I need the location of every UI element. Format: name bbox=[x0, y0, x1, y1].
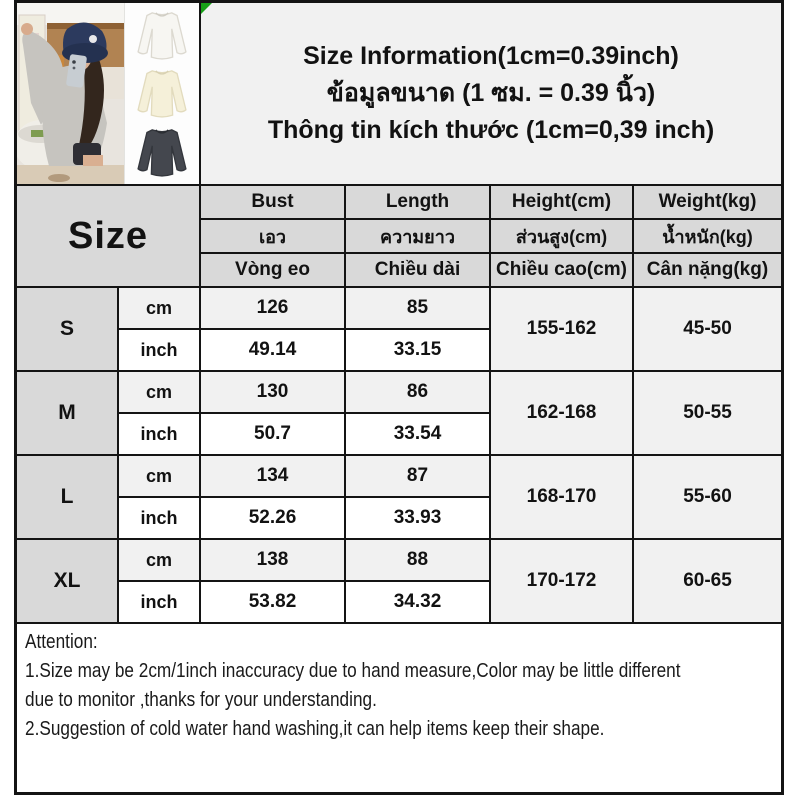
attention-line-2: due to monitor ,thanks for your understa… bbox=[25, 689, 377, 711]
title-en: Size Information(1cm=0.39inch) bbox=[303, 42, 679, 70]
row-l-unit-cm: cm bbox=[119, 456, 199, 496]
header-height-th: ส่วนสูง(cm) bbox=[491, 220, 632, 252]
row-l-bust-cm: 134 bbox=[201, 456, 344, 496]
row-s-bust-cm: 126 bbox=[201, 288, 344, 328]
row-m-weight: 50-55 bbox=[634, 372, 781, 454]
row-xl-length-cm: 88 bbox=[346, 540, 489, 580]
white-top-thumbnail bbox=[137, 12, 187, 60]
header-weight-en: Weight(kg) bbox=[634, 186, 781, 218]
attention-heading: Attention: bbox=[25, 631, 98, 653]
header-length-th: ความยาว bbox=[346, 220, 489, 252]
row-l-bust-inch: 52.26 bbox=[201, 498, 344, 538]
attention-text: Attention: 1.Size may be 2cm/1inch inacc… bbox=[25, 628, 771, 744]
header-bust-th: เอว bbox=[201, 220, 344, 252]
row-m-height: 162-168 bbox=[491, 372, 632, 454]
header-weight-th: น้ำหนัก(kg) bbox=[634, 220, 781, 252]
row-l-unit-inch: inch bbox=[119, 498, 199, 538]
title-th: ข้อมูลขนาด (1 ซม. = 0.39 นิ้ว) bbox=[326, 79, 656, 107]
row-xl-length-inch: 34.32 bbox=[346, 582, 489, 622]
header-bust-en: Bust bbox=[201, 186, 344, 218]
row-xl-bust-inch: 53.82 bbox=[201, 582, 344, 622]
attention-line-3: 2.Suggestion of cold water hand washing,… bbox=[25, 718, 605, 740]
row-m-unit-cm: cm bbox=[119, 372, 199, 412]
row-s-unit-inch: inch bbox=[119, 330, 199, 370]
row-l-weight: 55-60 bbox=[634, 456, 781, 538]
header-height-en: Height(cm) bbox=[491, 186, 632, 218]
header-bust-vi: Vòng eo bbox=[201, 254, 344, 286]
row-l-label: L bbox=[17, 456, 117, 538]
row-xl-weight: 60-65 bbox=[634, 540, 781, 622]
header-length-vi: Chiều dài bbox=[346, 254, 489, 286]
row-xl-unit-cm: cm bbox=[119, 540, 199, 580]
garment-thumbnails bbox=[124, 3, 199, 184]
row-s-height: 155-162 bbox=[491, 288, 632, 370]
row-m-unit-inch: inch bbox=[119, 414, 199, 454]
row-l-length-cm: 87 bbox=[346, 456, 489, 496]
row-s-label: S bbox=[17, 288, 117, 370]
header-length-en: Length bbox=[346, 186, 489, 218]
size-chart-table: Size Information(1cm=0.39inch) ข้อมูลขนา… bbox=[14, 0, 784, 795]
row-s-length-inch: 33.15 bbox=[346, 330, 489, 370]
header-weight-vi: Cân nặng(kg) bbox=[634, 254, 781, 286]
header-height-vi: Chiều cao(cm) bbox=[491, 254, 632, 286]
row-m-bust-cm: 130 bbox=[201, 372, 344, 412]
row-l-length-inch: 33.93 bbox=[346, 498, 489, 538]
title-vi: Thông tin kích thước (1cm=0,39 inch) bbox=[267, 116, 715, 144]
row-m-bust-inch: 50.7 bbox=[201, 414, 344, 454]
row-s-unit-cm: cm bbox=[119, 288, 199, 328]
cream-top-thumbnail bbox=[137, 70, 187, 119]
row-xl-unit-inch: inch bbox=[119, 582, 199, 622]
size-header: Size bbox=[17, 186, 199, 286]
row-m-length-inch: 33.54 bbox=[346, 414, 489, 454]
row-m-label: M bbox=[17, 372, 117, 454]
attention-line-1: 1.Size may be 2cm/1inch inaccuracy due t… bbox=[25, 660, 681, 682]
row-s-bust-inch: 49.14 bbox=[201, 330, 344, 370]
model-selfie-illustration bbox=[17, 3, 124, 184]
product-photos-cell bbox=[17, 3, 199, 184]
attention-note: Attention: 1.Size may be 2cm/1inch inacc… bbox=[17, 624, 781, 792]
row-s-length-cm: 85 bbox=[346, 288, 489, 328]
page-title: Size Information(1cm=0.39inch) ข้อมูลขนา… bbox=[201, 3, 781, 184]
green-corner-flag-icon bbox=[201, 3, 212, 14]
row-l-height: 168-170 bbox=[491, 456, 632, 538]
charcoal-top-thumbnail bbox=[137, 128, 187, 177]
row-xl-bust-cm: 138 bbox=[201, 540, 344, 580]
row-xl-label: XL bbox=[17, 540, 117, 622]
row-m-length-cm: 86 bbox=[346, 372, 489, 412]
model-selfie-photo bbox=[17, 3, 124, 184]
row-s-weight: 45-50 bbox=[634, 288, 781, 370]
row-xl-height: 170-172 bbox=[491, 540, 632, 622]
